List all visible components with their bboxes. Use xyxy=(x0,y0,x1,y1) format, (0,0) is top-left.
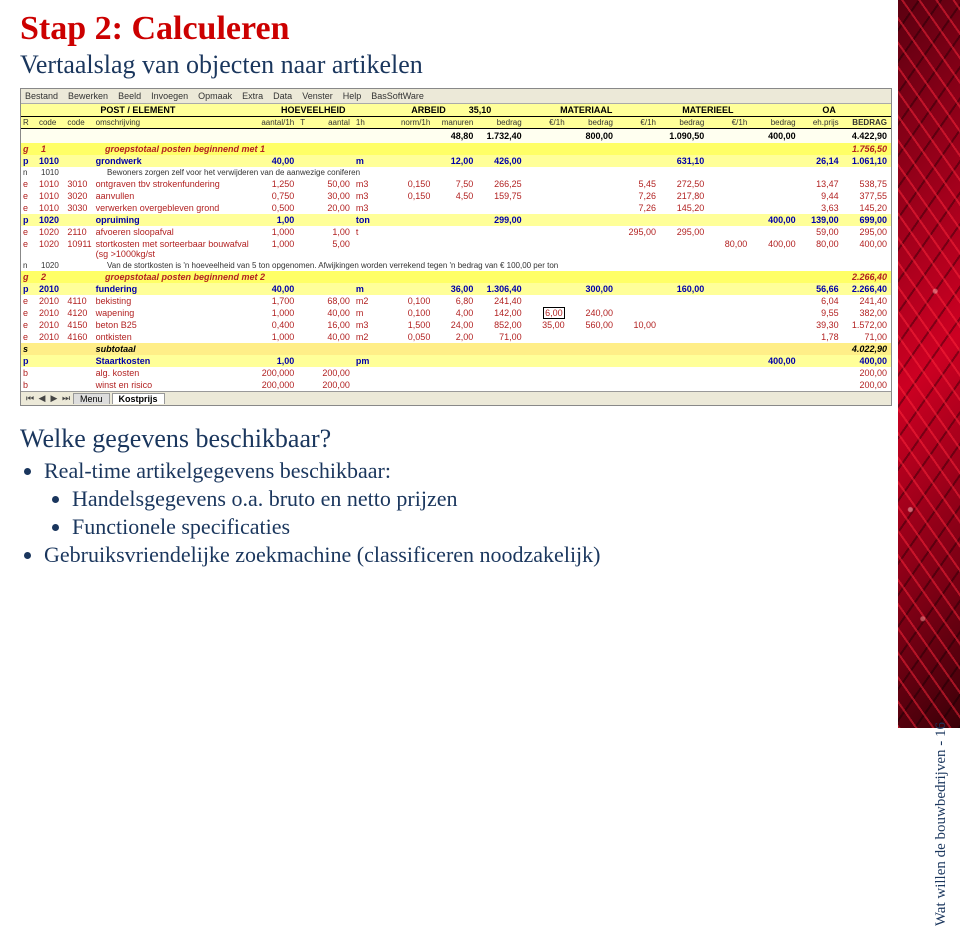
footer-label: Wat willen de bouwbedrijven - 16 xyxy=(933,722,950,926)
bullet-list: Real-time artikelgegevens beschikbaar: H… xyxy=(20,458,940,568)
table-row: e10103020aanvullen0,75030,00m30,1504,501… xyxy=(21,190,891,202)
table-row: n1010Bewoners zorgen zelf voor het verwi… xyxy=(21,167,891,178)
bullet-specificaties: Functionele specificaties xyxy=(72,514,940,540)
table-row: e102010911stortkosten met sorteerbaar bo… xyxy=(21,238,891,260)
sheet-tabs: ⏮ ◀ ▶ ⏭ Menu Kostprijs xyxy=(21,391,891,405)
table-row: pStaartkosten1,00pm400,00400,00 xyxy=(21,355,891,367)
table-row: e20104150beton B250,40016,00m31,50024,00… xyxy=(21,319,891,331)
menu-help[interactable]: Help xyxy=(343,91,362,101)
slide-page: Stap 2: Calculeren Vertaalslag van objec… xyxy=(0,0,960,728)
table-row: e10103030verwerken overgebleven grond0,5… xyxy=(21,202,891,214)
table-row: g1groepstotaal posten beginnend met 11.7… xyxy=(21,143,891,155)
menu-data[interactable]: Data xyxy=(273,91,292,101)
hdr-rate: 35,10 xyxy=(450,105,495,115)
table-row: p2010fundering40,00m36,001.306,40300,001… xyxy=(21,283,891,295)
hdr-hoev: HOEVEELHEID xyxy=(270,105,349,115)
tab-kostprijs[interactable]: Kostprijs xyxy=(112,393,165,404)
table-row: e10103010ontgraven tbv strokenfundering1… xyxy=(21,178,891,190)
table-row: n1020Van de stortkosten is 'n hoeveelhei… xyxy=(21,260,891,271)
hdr-oa: OA xyxy=(789,105,840,115)
hdr-arbeid: ARBEID xyxy=(389,105,450,115)
question-text: Welke gegevens beschikbaar? xyxy=(20,424,940,454)
hdr-post: POST / ELEMENT xyxy=(100,105,270,115)
table-row: e20104110bekisting1,70068,00m20,1006,802… xyxy=(21,295,891,307)
tab-nav-next[interactable]: ▶ xyxy=(49,393,59,404)
summary-row: 48,80 1.732,40 800,00 1.090,50 400,00 4.… xyxy=(21,129,891,143)
tab-nav-first[interactable]: ⏮ xyxy=(25,393,35,404)
menubar: Bestand Bewerken Beeld Invoegen Opmaak E… xyxy=(21,89,891,104)
tab-nav-prev[interactable]: ◀ xyxy=(37,393,47,404)
menu-bestand[interactable]: Bestand xyxy=(25,91,58,101)
menu-beeld[interactable]: Beeld xyxy=(118,91,141,101)
app-screenshot: Bestand Bewerken Beeld Invoegen Opmaak E… xyxy=(20,88,892,406)
page-title: Stap 2: Calculeren xyxy=(20,10,940,48)
data-rows: g1groepstotaal posten beginnend met 11.7… xyxy=(21,143,891,391)
table-row: e10202110afvoeren sloopafval1,0001,00t29… xyxy=(21,226,891,238)
table-row: bwinst en risico200,000200,00200,00 xyxy=(21,379,891,391)
page-subtitle: Vertaalslag van objecten naar artikelen xyxy=(20,50,940,80)
table-row: p1020opruiming1,00ton299,00400,00139,006… xyxy=(21,214,891,226)
bullet-realtime: Real-time artikelgegevens beschikbaar: H… xyxy=(44,458,940,540)
tab-nav-last[interactable]: ⏭ xyxy=(61,393,71,404)
table-row: e20104160ontkisten1,00040,00m20,0502,007… xyxy=(21,331,891,343)
table-row: g2groepstotaal posten beginnend met 22.2… xyxy=(21,271,891,283)
subheader-row: R code code omschrijving aantal/1h T aan… xyxy=(21,117,891,129)
header-row: POST / ELEMENT HOEVEELHEID ARBEID 35,10 … xyxy=(21,104,891,117)
menu-venster[interactable]: Venster xyxy=(302,91,333,101)
menu-extra[interactable]: Extra xyxy=(242,91,263,101)
menu-invoegen[interactable]: Invoegen xyxy=(151,91,188,101)
hdr-materieel: MATERIEEL xyxy=(668,105,738,115)
table-row: ssubtotaal4.022,90 xyxy=(21,343,891,355)
hdr-materiaal: MATERIAAL xyxy=(546,105,616,115)
table-row: p1010grondwerk40,00m12,00426,00631,1026,… xyxy=(21,155,891,167)
menu-opmaak[interactable]: Opmaak xyxy=(198,91,232,101)
tab-menu[interactable]: Menu xyxy=(73,393,110,404)
menu-bewerken[interactable]: Bewerken xyxy=(68,91,108,101)
table-row: e20104120wapening1,00040,00m0,1004,00142… xyxy=(21,307,891,319)
table-row: balg. kosten200,000200,00200,00 xyxy=(21,367,891,379)
bullet-zoekmachine: Gebruiksvriendelijke zoekmachine (classi… xyxy=(44,542,940,568)
menu-bassoftware[interactable]: BasSoftWare xyxy=(371,91,424,101)
bullet-handelsgegevens: Handelsgegevens o.a. bruto en netto prij… xyxy=(72,486,940,512)
